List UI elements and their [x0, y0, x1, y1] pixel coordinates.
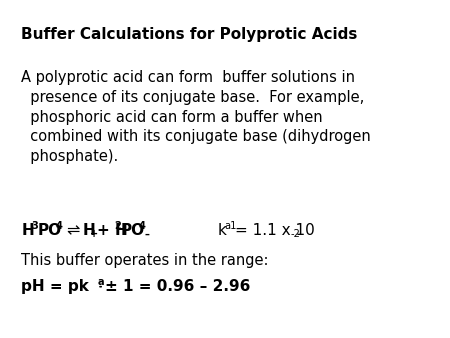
Text: k: k	[217, 223, 226, 238]
Text: A polyprotic acid can form  buffer solutions in
  presence of its conjugate base: A polyprotic acid can form buffer soluti…	[21, 70, 371, 164]
Text: +: +	[90, 229, 99, 239]
Text: pH = pk: pH = pk	[21, 280, 89, 294]
Text: PO: PO	[37, 223, 62, 238]
Text: 4: 4	[138, 221, 145, 231]
Text: H: H	[82, 223, 95, 238]
Text: 4: 4	[55, 221, 62, 231]
Text: a: a	[97, 277, 104, 287]
Text: –: –	[144, 229, 149, 239]
Text: -2: -2	[291, 229, 301, 239]
Text: This buffer operates in the range:: This buffer operates in the range:	[21, 253, 269, 268]
Text: 3: 3	[31, 221, 38, 231]
Text: PO: PO	[120, 223, 144, 238]
Text: H: H	[21, 223, 34, 238]
Text: + H: + H	[97, 223, 127, 238]
Text: ± 1 = 0.96 – 2.96: ± 1 = 0.96 – 2.96	[105, 280, 250, 294]
Text: $\rightleftharpoons$: $\rightleftharpoons$	[63, 223, 81, 238]
Text: a1: a1	[225, 221, 237, 231]
Text: = 1.1 x 10: = 1.1 x 10	[234, 223, 315, 238]
Text: 2: 2	[114, 221, 121, 231]
Text: Buffer Calculations for Polyprotic Acids: Buffer Calculations for Polyprotic Acids	[21, 27, 358, 42]
